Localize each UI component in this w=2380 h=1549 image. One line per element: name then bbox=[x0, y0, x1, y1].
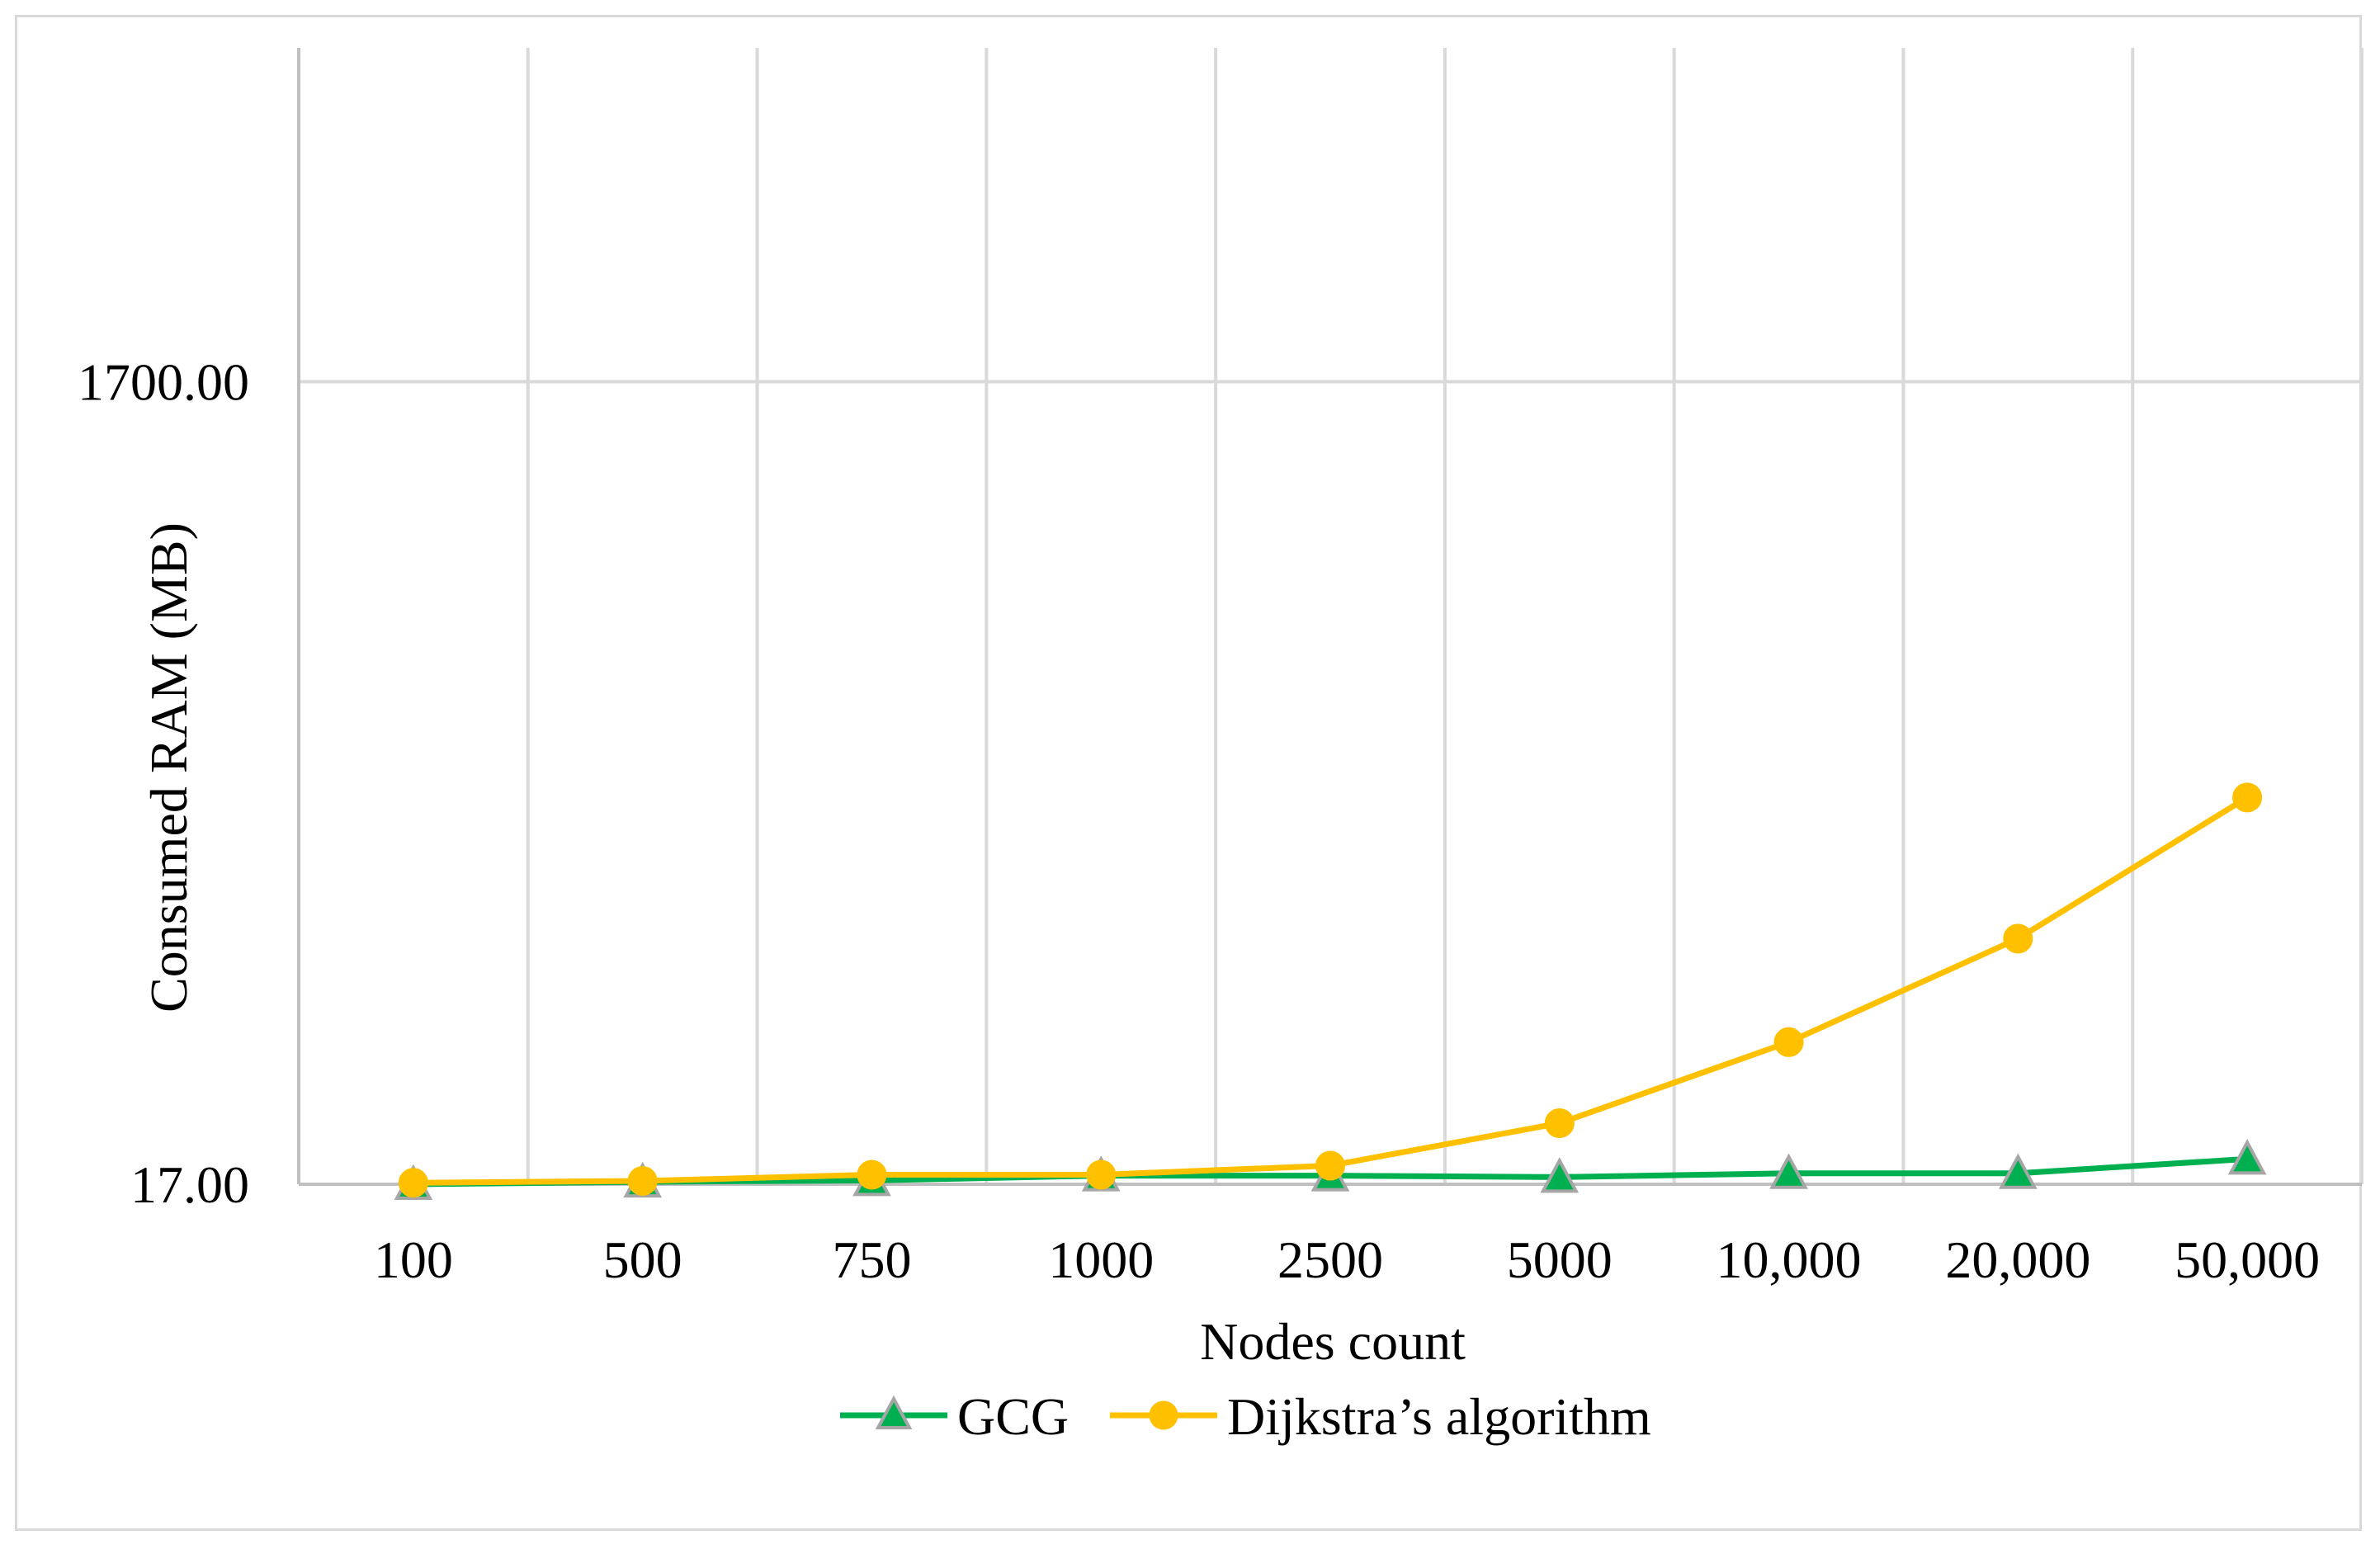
gcg-point bbox=[1540, 1157, 1580, 1193]
series-markers bbox=[394, 782, 2267, 1200]
x-tick-label: 10,000 bbox=[1717, 1230, 1862, 1289]
chart-frame bbox=[15, 15, 2362, 1531]
legend: GCG Dijkstra’s algorithm bbox=[840, 1387, 1651, 1446]
legend-label-dijkstra: Dijkstra’s algorithm bbox=[1227, 1387, 1651, 1446]
y-tick-label: 1700.00 bbox=[78, 352, 249, 411]
x-tick-label: 2500 bbox=[1277, 1230, 1383, 1289]
x-tick-label: 1000 bbox=[1048, 1230, 1154, 1289]
x-tick-label: 750 bbox=[832, 1230, 911, 1289]
legend-circle-icon bbox=[1149, 1400, 1178, 1430]
gridlines bbox=[299, 48, 2363, 1184]
legend-item-gcg: GCG bbox=[840, 1387, 1069, 1446]
legend-item-dijkstra: Dijkstra’s algorithm bbox=[1110, 1387, 1651, 1446]
dijkstra-point bbox=[1086, 1159, 1117, 1190]
x-tick-label: 20,000 bbox=[1945, 1230, 2090, 1289]
x-tick-label: 500 bbox=[603, 1230, 682, 1289]
gcg-point bbox=[2227, 1139, 2267, 1175]
dijkstra-point bbox=[2232, 782, 2263, 813]
axes bbox=[297, 48, 2362, 1186]
dijkstra-point bbox=[1773, 1027, 1804, 1057]
tick-labels: 17.00 1700.00 100 500 750 1000 2500 5000 10,000 2… bbox=[78, 352, 2320, 1289]
y-axis-title: Consumed RAM (MB) bbox=[139, 522, 198, 1013]
y-tick-label: 17.00 bbox=[130, 1155, 249, 1214]
x-tick-label: 5000 bbox=[1507, 1230, 1613, 1289]
gcg-point bbox=[1998, 1153, 2038, 1189]
dijkstra-point bbox=[857, 1159, 887, 1190]
series-lines bbox=[410, 794, 2250, 1188]
x-tick-label: 50,000 bbox=[2175, 1230, 2320, 1289]
dijkstra-point bbox=[398, 1168, 428, 1198]
series-line-dijkstra bbox=[410, 794, 2250, 1186]
legend-label-gcg: GCG bbox=[957, 1387, 1069, 1446]
x-axis-title: Nodes count bbox=[1200, 1312, 1466, 1371]
dijkstra-point bbox=[627, 1165, 658, 1196]
dijkstra-point bbox=[1315, 1150, 1345, 1181]
x-tick-label: 100 bbox=[374, 1230, 453, 1289]
dijkstra-point bbox=[2003, 923, 2033, 954]
dijkstra-point bbox=[1544, 1108, 1575, 1139]
gcg-point bbox=[1769, 1153, 1808, 1189]
legend-triangle-icon bbox=[875, 1395, 913, 1429]
